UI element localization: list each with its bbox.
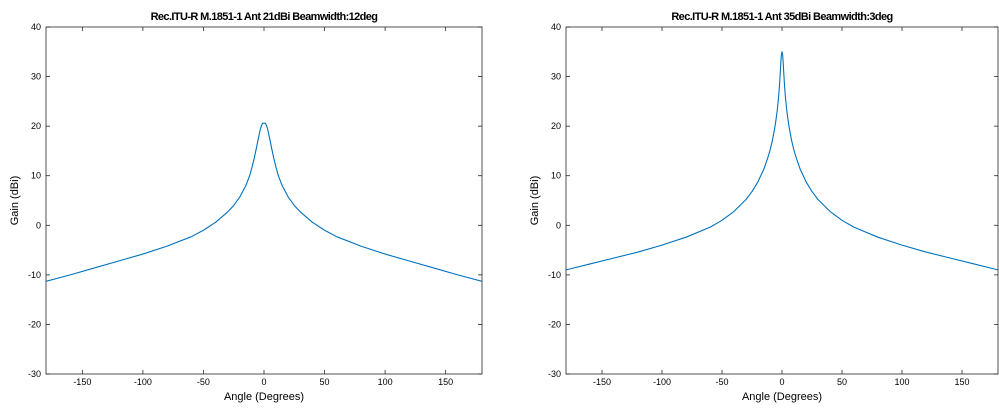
y-tick-label: -30 — [548, 369, 561, 379]
y-tick-label: 20 — [551, 121, 561, 131]
y-axis-label: Gain (dBi) — [9, 176, 21, 226]
y-tick-label: 30 — [551, 72, 561, 82]
y-tick-label: -20 — [28, 319, 41, 329]
x-tick-label: -100 — [653, 377, 671, 387]
x-tick-label: 50 — [320, 377, 330, 387]
plot-area — [46, 27, 482, 374]
x-tick-label: -150 — [593, 377, 611, 387]
x-tick-label: -50 — [197, 377, 210, 387]
y-tick-label: 10 — [551, 171, 561, 181]
chart-title: Rec.ITU-R M.1851-1 Ant 35dBi Beamwidth:3… — [671, 11, 892, 23]
x-axis-label: Angle (Degrees) — [224, 391, 304, 403]
y-tick-label: 40 — [551, 22, 561, 32]
x-tick-label: 100 — [378, 377, 393, 387]
y-tick-label: -20 — [548, 319, 561, 329]
y-tick-label: 0 — [556, 220, 561, 230]
x-axis-label: Angle (Degrees) — [742, 391, 822, 403]
y-tick-label: -10 — [548, 270, 561, 280]
y-tick-label: 10 — [31, 171, 41, 181]
x-tick-label: -50 — [715, 377, 728, 387]
chart-1: -150 -100 -50 0 50 100 150-30-20-10010203040Re… — [9, 11, 483, 403]
x-tick-label: 50 — [837, 377, 847, 387]
y-tick-label: 20 — [31, 121, 41, 131]
x-tick-label: 100 — [894, 377, 909, 387]
x-tick-label: 0 — [779, 377, 784, 387]
x-tick-label: 150 — [954, 377, 969, 387]
y-tick-label: 40 — [31, 22, 41, 32]
series-line — [46, 122, 482, 282]
x-tick-label: 150 — [438, 377, 453, 387]
y-axis-label: Gain (dBi) — [529, 176, 541, 226]
x-tick-label: -100 — [134, 377, 152, 387]
plot-area — [566, 27, 998, 374]
chart-2: -150 -100 -50 0 50 100 150-30-20-10010203040Re… — [529, 11, 999, 403]
x-tick-label: -150 — [73, 377, 91, 387]
y-tick-label: -30 — [28, 369, 41, 379]
chart-title: Rec.ITU-R M.1851-1 Ant 21dBi Beamwidth:1… — [151, 11, 378, 23]
y-tick-label: 0 — [36, 220, 41, 230]
y-tick-label: -10 — [28, 270, 41, 280]
y-tick-label: 30 — [31, 72, 41, 82]
x-tick-label: 0 — [261, 377, 266, 387]
series-line — [566, 51, 998, 271]
